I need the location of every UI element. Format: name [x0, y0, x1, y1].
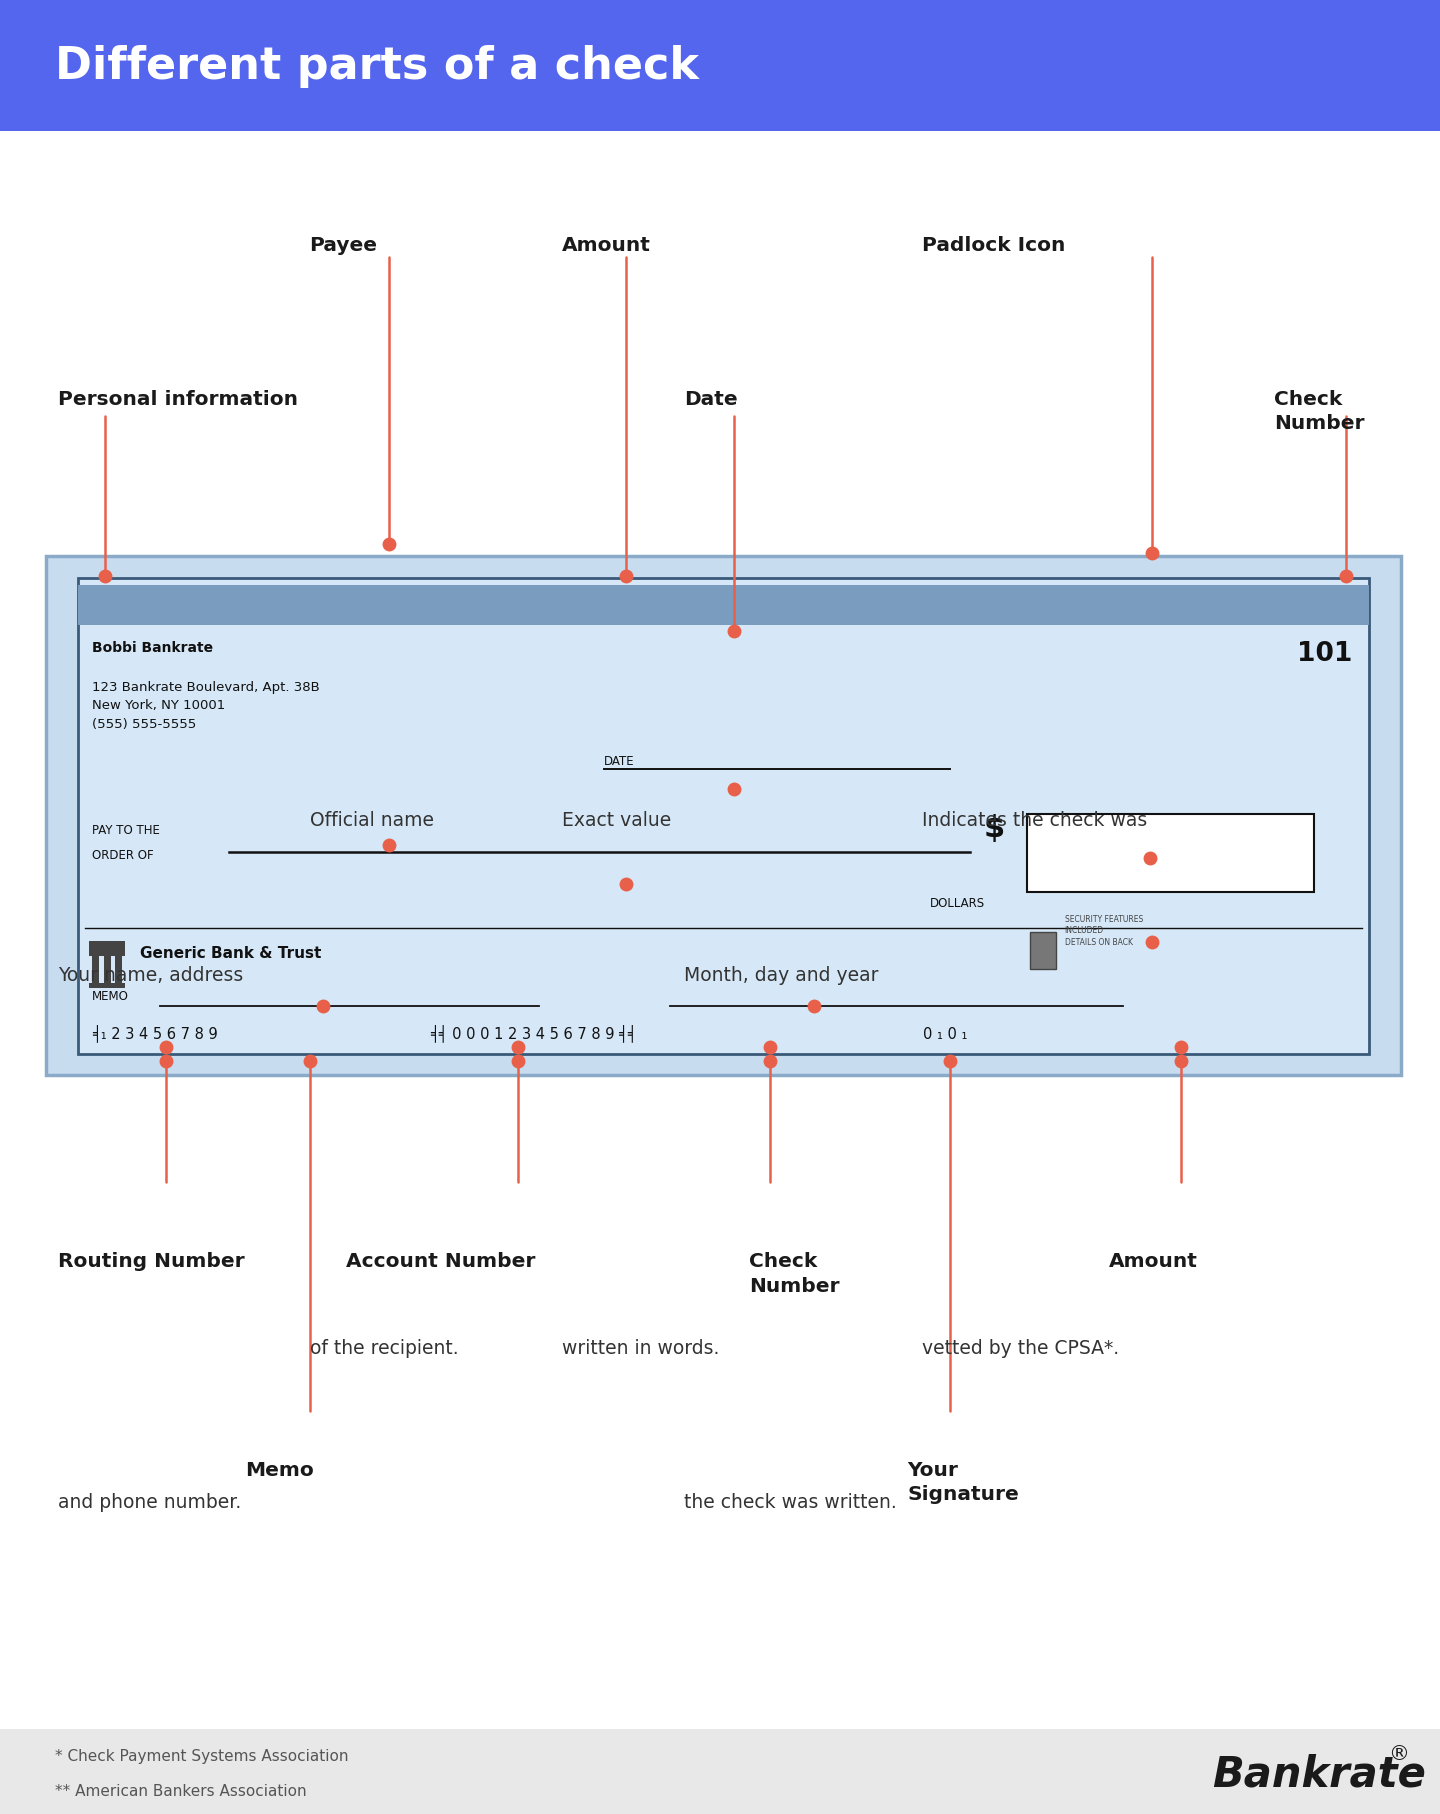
Text: and phone number.: and phone number. [58, 1493, 240, 1511]
Text: Your name, address: Your name, address [58, 965, 243, 985]
Text: ®: ® [1388, 1743, 1408, 1763]
Bar [104, 952, 111, 985]
Bar [89, 947, 125, 956]
Text: Official name: Official name [310, 811, 433, 831]
Text: Amount: Amount [562, 236, 651, 254]
Bar [92, 952, 99, 985]
Text: Routing Number: Routing Number [58, 1252, 245, 1270]
Text: Check
Number: Check Number [749, 1252, 840, 1295]
Bar [0, 1729, 1440, 1814]
Text: Generic Bank & Trust: Generic Bank & Trust [140, 945, 321, 960]
Text: Amount: Amount [1109, 1252, 1198, 1270]
Text: SECURITY FEATURES
INCLUDED
DETAILS ON BACK: SECURITY FEATURES INCLUDED DETAILS ON BA… [1064, 914, 1143, 945]
Text: Indicates the check was: Indicates the check was [922, 811, 1146, 831]
Text: Month, day and year: Month, day and year [684, 965, 878, 985]
Text: 0 ₁ 0 ₁: 0 ₁ 0 ₁ [923, 1027, 968, 1041]
Text: PAY TO THE: PAY TO THE [92, 824, 160, 836]
Text: MEMO: MEMO [92, 989, 130, 1003]
Text: written in words.: written in words. [562, 1339, 719, 1357]
Text: Bankrate: Bankrate [1212, 1752, 1427, 1794]
Text: ╡₁ 2 3 4 5 6 7 8 9: ╡₁ 2 3 4 5 6 7 8 9 [92, 1023, 217, 1041]
Text: Payee: Payee [310, 236, 377, 254]
Text: Your
Signature: Your Signature [907, 1460, 1020, 1504]
Text: vetted by the CPSA*.: vetted by the CPSA*. [922, 1339, 1119, 1357]
Text: Personal information: Personal information [58, 390, 298, 408]
Bar [89, 983, 125, 989]
Bar [89, 941, 125, 947]
Text: ╡╡ 0 0 0 1 2 3 4 5 6 7 8 9 ╡╡: ╡╡ 0 0 0 1 2 3 4 5 6 7 8 9 ╡╡ [431, 1023, 636, 1041]
Text: Memo: Memo [245, 1460, 314, 1478]
Text: Date: Date [684, 390, 737, 408]
Text: * Check Payment Systems Association: * Check Payment Systems Association [55, 1749, 348, 1763]
Text: ORDER OF: ORDER OF [92, 849, 154, 862]
Bar [1027, 814, 1313, 892]
Text: DATE: DATE [603, 755, 635, 767]
Text: 101: 101 [1297, 640, 1352, 666]
Text: Check
Number: Check Number [1274, 390, 1365, 434]
Text: Exact value: Exact value [562, 811, 671, 831]
Text: Different parts of a check: Different parts of a check [55, 45, 698, 87]
Text: Bobbi Bankrate: Bobbi Bankrate [92, 640, 213, 655]
Text: Account Number: Account Number [346, 1252, 536, 1270]
Text: $: $ [984, 813, 1005, 842]
Bar [0, 0, 1440, 132]
Text: of the recipient.: of the recipient. [310, 1339, 458, 1357]
Text: the check was written.: the check was written. [684, 1493, 897, 1511]
Text: Padlock Icon: Padlock Icon [922, 236, 1066, 254]
Bar [78, 579, 1369, 1054]
Text: DOLLARS: DOLLARS [930, 896, 985, 909]
Bar [46, 557, 1401, 1076]
Bar [1030, 932, 1056, 969]
Text: 123 Bankrate Boulevard, Apt. 38B
New York, NY 10001
(555) 555-5555: 123 Bankrate Boulevard, Apt. 38B New Yor… [92, 680, 320, 731]
Text: ** American Bankers Association: ** American Bankers Association [55, 1783, 307, 1798]
Bar [115, 952, 122, 985]
Bar [78, 586, 1369, 626]
